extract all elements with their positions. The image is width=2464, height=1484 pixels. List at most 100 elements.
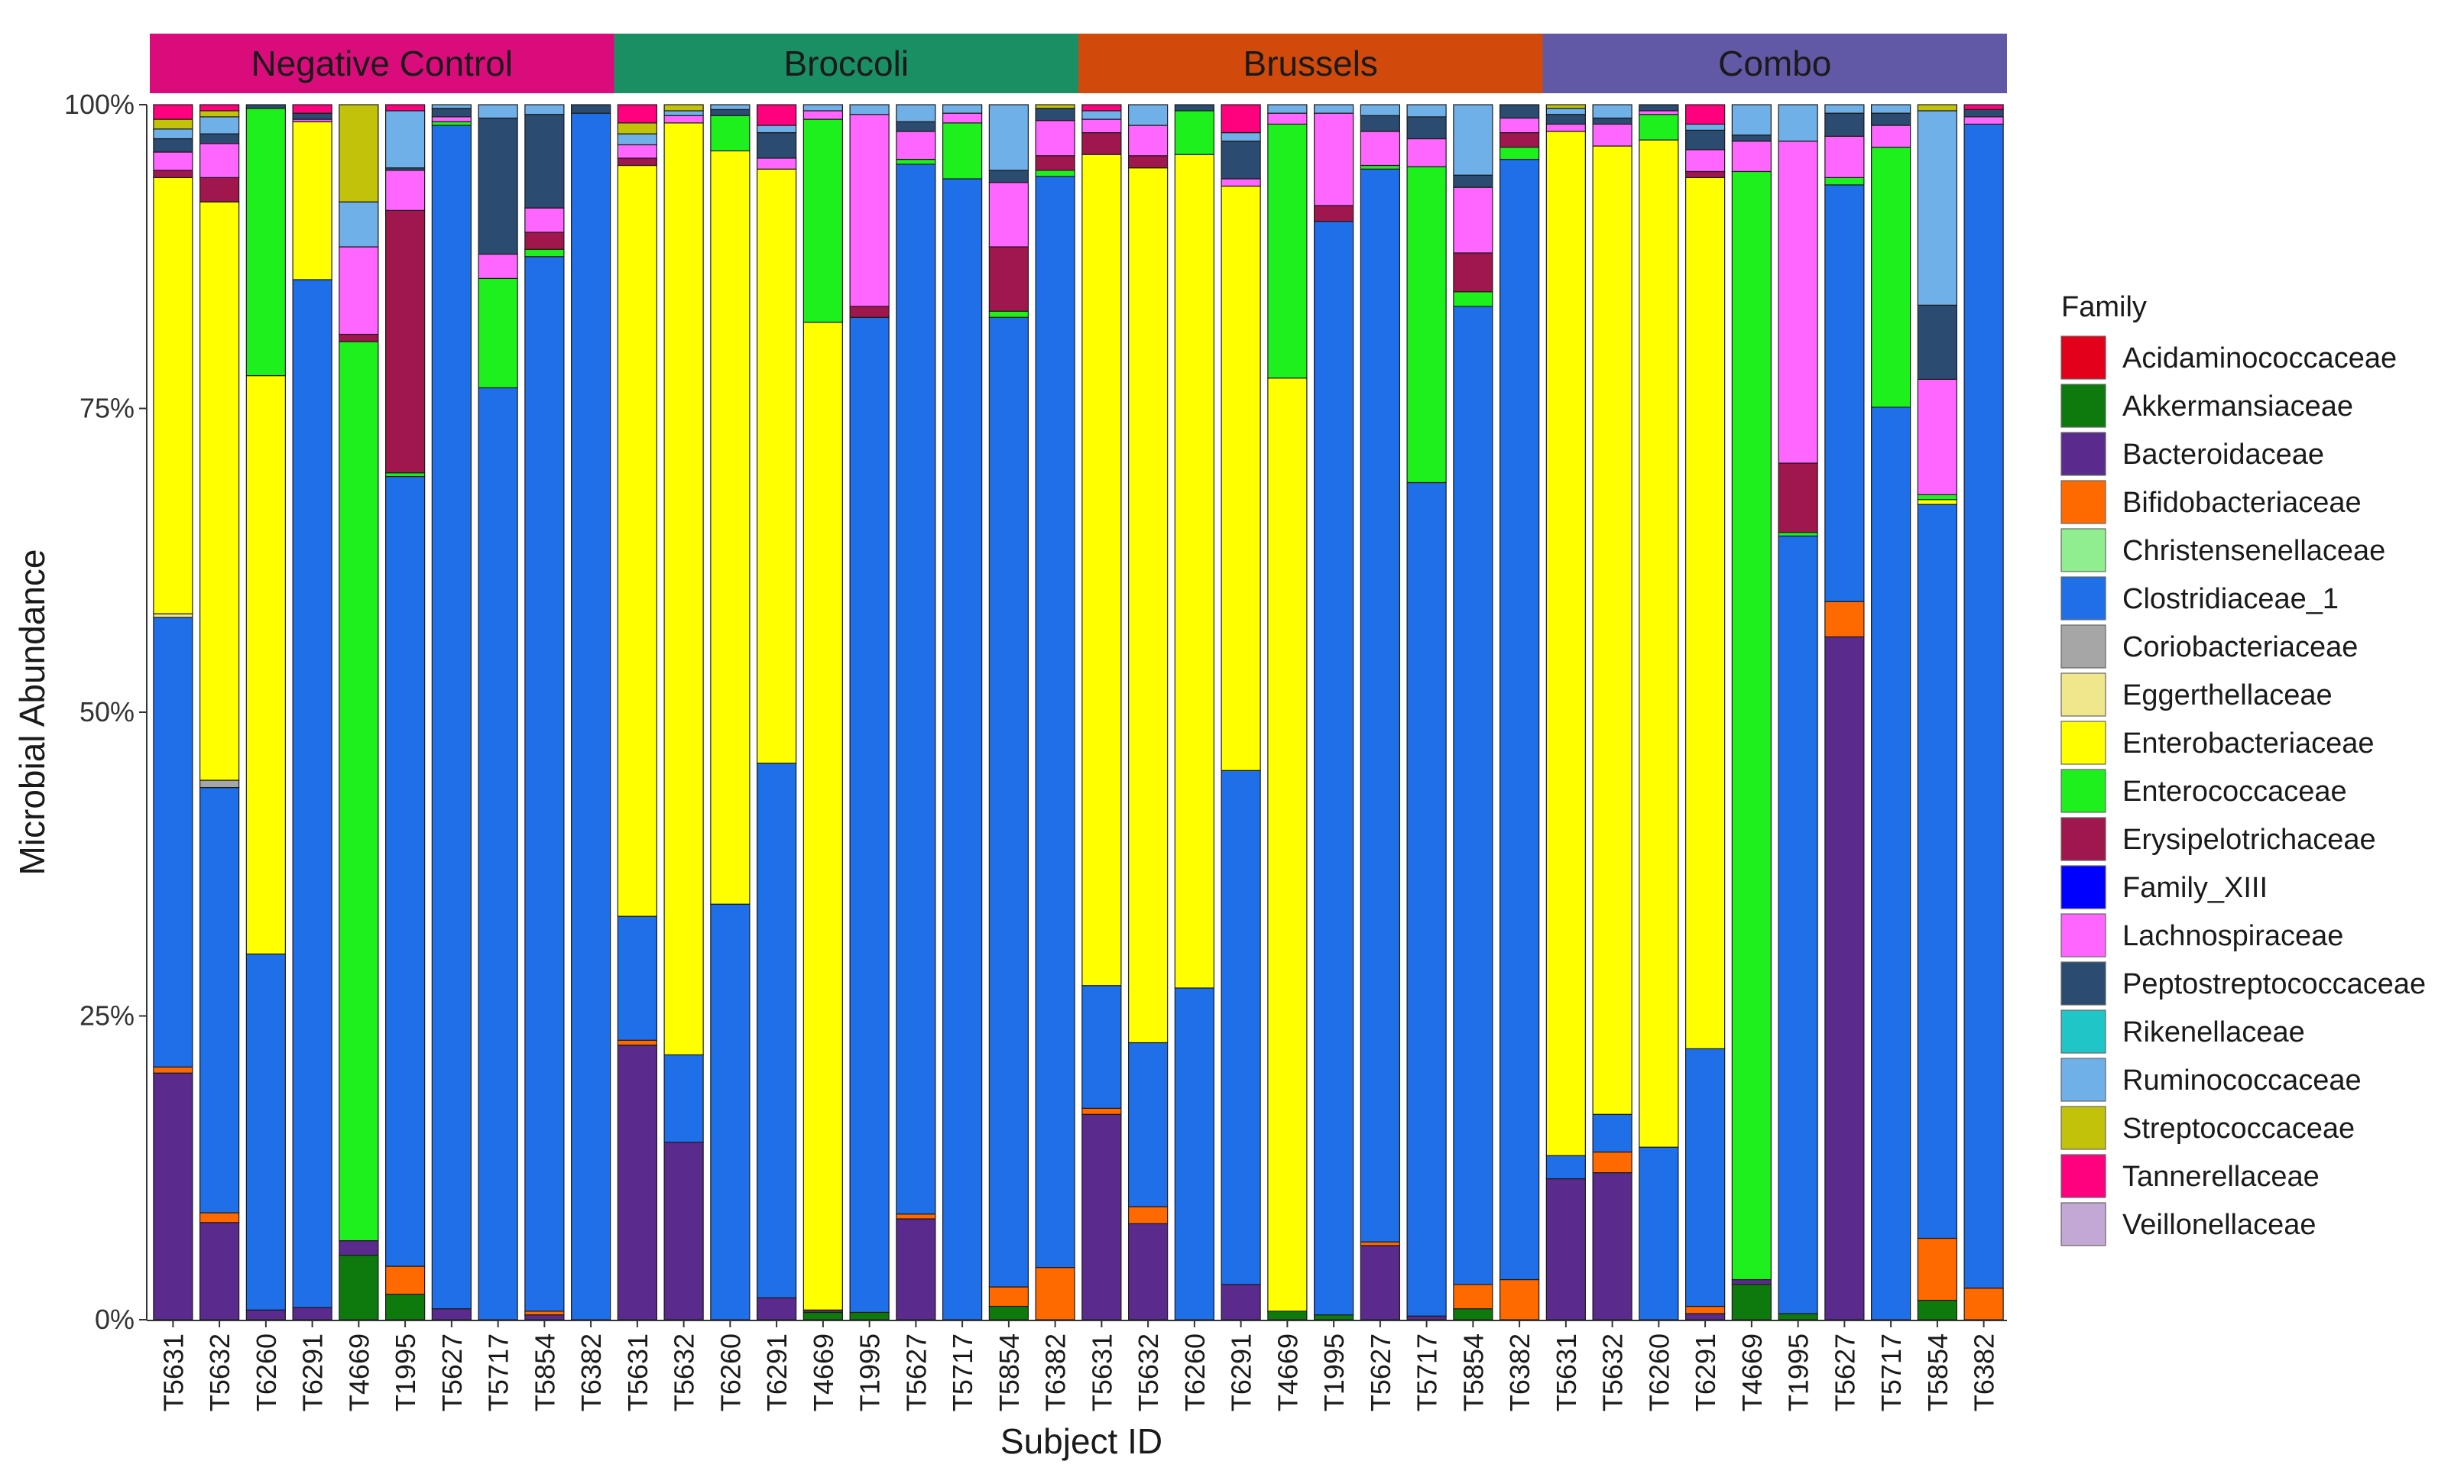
segment-clostridiaceae-1 <box>524 256 565 1312</box>
x-tick-label: T5717 <box>1412 1333 1443 1411</box>
x-tick-label: T5627 <box>1829 1333 1860 1411</box>
segment-peptostreptococcaceae <box>1592 117 1632 125</box>
segment-peptostreptococcaceae <box>1917 304 1957 380</box>
segment-enterococcaceae <box>245 108 286 377</box>
segment-eggerthellaceae <box>153 613 193 618</box>
segment-peptostreptococcaceae <box>245 104 286 109</box>
segment-peptostreptococcaceae <box>1406 116 1447 140</box>
legend-swatch <box>2060 865 2106 909</box>
legend-label: Rikenellaceae <box>2122 1016 2305 1048</box>
segment-lachnospiraceae <box>942 112 983 124</box>
y-tick-label: 75% <box>79 393 135 424</box>
x-tick-label: T4669 <box>808 1333 839 1411</box>
bar-brussels-t1995 <box>1314 104 1354 1320</box>
segment-lachnospiraceae <box>757 157 797 170</box>
bar-brussels-t6382 <box>1499 104 1540 1320</box>
segment-enterobacteriaceae <box>802 322 843 1311</box>
segment-clostridiaceae-1 <box>988 316 1029 1288</box>
segment-enterobacteriaceae <box>757 168 797 764</box>
segment-ruminococcaceae <box>849 104 890 115</box>
segment-lachnospiraceae <box>1963 116 2004 125</box>
legend-swatch <box>2060 1058 2106 1102</box>
segment-erysipelotrichaceae <box>1685 170 1726 178</box>
segment-ruminococcaceae <box>1128 104 1169 126</box>
bar-negative-control-t6382 <box>571 104 611 1320</box>
x-tick-label: T6291 <box>1226 1333 1257 1411</box>
bar-negative-control-t6291 <box>292 104 332 1320</box>
segment-lachnospiraceae <box>385 170 426 211</box>
segment-enterococcaceae <box>1174 110 1214 155</box>
legend-item-rikenellaceae: Rikenellaceae <box>2060 1009 2305 1054</box>
segment-enterobacteriaceae <box>1128 167 1169 1044</box>
segment-peptostreptococcaceae <box>199 133 240 144</box>
legend-item-tannerellaceae: Tannerellaceae <box>2060 1154 2320 1198</box>
segment-ruminococcaceae <box>153 128 193 140</box>
y-axis-title: Microbial Abundance <box>12 549 52 875</box>
segment-bacteroidaceae <box>896 1218 936 1320</box>
legend-swatch <box>2060 913 2106 957</box>
segment-tannerellaceae <box>1963 104 2004 110</box>
bar-broccoli-t1995 <box>849 104 890 1320</box>
segment-bifidobacteriaceae <box>1824 601 1865 638</box>
segment-peptostreptococcaceae <box>292 112 332 120</box>
segment-clostridiaceae-1 <box>1871 407 1911 1320</box>
legend-item-veillonellaceae: Veillonellaceae <box>2060 1202 2316 1246</box>
x-tick-label: T6291 <box>297 1333 329 1411</box>
segment-enterobacteriaceae <box>1545 131 1586 1156</box>
facet-strips: Negative Control Broccoli Brussels Combo <box>150 34 2007 93</box>
x-tick-label: T6260 <box>1179 1333 1211 1411</box>
segment-lachnospiraceae <box>199 143 240 179</box>
x-tick-label: T5631 <box>1551 1333 1582 1411</box>
segment-enterococcaceae <box>1453 291 1493 307</box>
segment-enterococcaceae <box>710 115 751 152</box>
segment-ruminococcaceae <box>1917 110 1957 306</box>
bar-negative-control-t4669 <box>339 104 379 1320</box>
segment-peptostreptococcaceae <box>1731 134 1772 142</box>
segment-enterococcaceae <box>942 122 983 180</box>
segment-enterobacteriaceae <box>1174 154 1214 989</box>
segment-bifidobacteriaceae <box>1592 1151 1632 1174</box>
segment-peptostreptococcaceae <box>431 108 472 118</box>
x-tick-label: T5717 <box>483 1333 514 1411</box>
legend-label: Enterococcaceae <box>2122 776 2347 808</box>
segment-enterococcaceae <box>339 341 379 1242</box>
bar-broccoli-t5627 <box>896 104 936 1320</box>
legend-item-clostridiaceae-1: Clostridiaceae_1 <box>2060 576 2339 620</box>
legend-label: Ruminococcaceae <box>2122 1064 2362 1097</box>
segment-enterococcaceae <box>1824 177 1865 186</box>
x-tick-label: T6260 <box>1643 1333 1675 1411</box>
x-tick-label: T4669 <box>1736 1333 1768 1411</box>
legend-label: Erysipelotrichaceae <box>2122 824 2376 856</box>
segment-lachnospiraceae <box>339 246 379 335</box>
segment-enterobacteriaceae <box>663 122 704 1055</box>
legend-item-enterococcaceae: Enterococcaceae <box>2060 769 2347 813</box>
segment-enterobacteriaceae <box>199 201 240 781</box>
segment-clostridiaceae-1 <box>292 279 332 1308</box>
segment-ruminococcaceae <box>1778 104 1818 142</box>
bar-brussels-t5627 <box>1360 104 1400 1320</box>
segment-enterobacteriaceae <box>292 121 332 280</box>
segment-peptostreptococcaceae <box>1221 141 1261 180</box>
segment-ruminococcaceae <box>1081 110 1122 120</box>
segment-enterobacteriaceae <box>1685 177 1726 1050</box>
segment-bacteroidaceae <box>1824 636 1865 1320</box>
segment-enterococcaceae <box>1778 532 1818 537</box>
bar-combo-t6260 <box>1639 104 1679 1320</box>
bar-broccoli-t5631 <box>617 104 657 1320</box>
segment-streptococcaceae <box>153 118 193 130</box>
segment-lachnospiraceae <box>896 131 936 160</box>
y-tick-label: 0% <box>95 1304 135 1335</box>
segment-enterobacteriaceae <box>710 150 751 905</box>
segment-enterococcaceae <box>1917 494 1957 501</box>
segment-akkermansiaceae <box>849 1311 890 1320</box>
legend-item-family-xiii: Family_XIII <box>2060 865 2268 909</box>
legend-label: Eggerthellaceae <box>2122 679 2333 711</box>
segment-bifidobacteriaceae <box>896 1213 936 1220</box>
segment-clostridiaceae-1 <box>478 387 518 1320</box>
legend-swatch <box>2060 769 2106 813</box>
segment-ruminococcaceae <box>1592 104 1632 119</box>
segment-bifidobacteriaceae <box>1453 1284 1493 1310</box>
segment-enterococcaceae <box>478 277 518 389</box>
facet-strip-brussels <box>1078 34 1543 93</box>
segment-lachnospiraceae <box>1221 178 1261 187</box>
